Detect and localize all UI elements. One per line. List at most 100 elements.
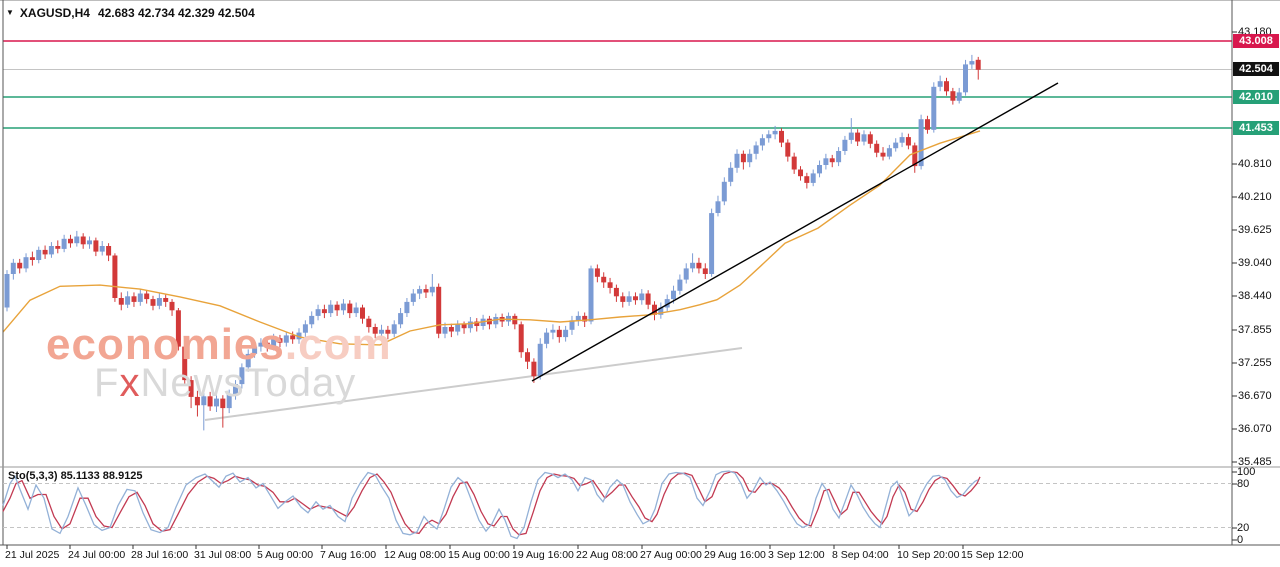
candle-body [340, 303, 346, 311]
chevron-down-icon[interactable]: ▼ [6, 8, 14, 17]
candle-body [239, 367, 245, 385]
candle-body [563, 329, 569, 338]
candle-body [448, 327, 454, 332]
moving-average-line[interactable] [2, 130, 981, 346]
candle-body [93, 240, 99, 252]
candle-body [372, 327, 378, 334]
candle-body [137, 293, 143, 302]
price-axis-label[interactable]: 37.855 [1238, 324, 1272, 336]
candle-body [829, 158, 835, 163]
candle-body [486, 318, 492, 325]
candle-body [423, 289, 429, 293]
candle-body [455, 324, 461, 332]
price-axis-label[interactable]: 38.440 [1238, 290, 1272, 302]
time-axis-label[interactable]: 12 Aug 08:00 [384, 549, 446, 561]
candle-body [283, 335, 289, 343]
candle-body [321, 309, 327, 314]
candle-body [531, 361, 537, 377]
time-axis-label[interactable]: 29 Aug 16:00 [704, 549, 766, 561]
time-axis-label[interactable]: 10 Sep 20:00 [897, 549, 960, 561]
stochastic-indicator-label: Sto(5,3,3) 85.1133 88.9125 [8, 470, 143, 482]
candle-body [867, 134, 873, 144]
candle-body [918, 119, 924, 167]
candle-body [950, 91, 956, 101]
price-axis-label[interactable]: 39.625 [1238, 224, 1272, 236]
price-axis-label[interactable]: 35.485 [1238, 456, 1272, 468]
candle-body [836, 151, 842, 163]
candle-body [87, 240, 92, 245]
candle-body [353, 307, 359, 314]
horizontal-level-lines[interactable] [3, 40, 1232, 129]
time-axis-label[interactable]: 7 Aug 16:00 [320, 549, 377, 561]
time-axis-label[interactable]: 21 Jul 2025 [5, 549, 60, 561]
time-axis-label[interactable]: 28 Jul 16:00 [131, 549, 189, 561]
time-axis-label[interactable]: 31 Jul 08:00 [194, 549, 252, 561]
candle-body [823, 158, 829, 165]
candle-body [886, 148, 892, 157]
candles [4, 54, 981, 431]
candle-body [785, 142, 791, 157]
price-axis-label[interactable]: 39.040 [1238, 257, 1272, 269]
candle-body [747, 153, 753, 163]
candle-body [791, 156, 797, 170]
sto-axis-label[interactable]: 20 [1237, 522, 1250, 534]
candle-body [944, 81, 949, 92]
black-rising-trendline[interactable] [531, 82, 1059, 382]
candle-body [467, 321, 473, 329]
candle-body [664, 299, 670, 308]
watermark-x-icon: x [119, 361, 141, 405]
candle-body [620, 296, 626, 302]
time-axis-label[interactable]: 24 Jul 00:00 [68, 549, 126, 561]
candle-body [779, 130, 784, 143]
candle-body [937, 81, 943, 87]
candle-body [360, 307, 365, 319]
time-axis-label[interactable]: 19 Aug 16:00 [512, 549, 574, 561]
candle-body [474, 321, 480, 326]
candle-body [690, 262, 696, 269]
candle-body [106, 246, 112, 256]
time-axis-label[interactable]: 3 Sep 12:00 [768, 549, 825, 561]
sto-main-line [2, 470, 979, 540]
candle-body [766, 134, 772, 139]
candle-body [48, 246, 54, 255]
candle-body [772, 130, 778, 135]
watermark-fxnewstoday: FxNewsToday [94, 361, 357, 405]
sto-axis-label[interactable]: 0 [1237, 534, 1244, 546]
candle-body [956, 92, 962, 101]
candle-body [252, 346, 258, 354]
candle-body [334, 304, 340, 311]
price-axis-label[interactable]: 37.255 [1238, 357, 1272, 369]
candle-body [258, 342, 264, 347]
candle-body [696, 262, 702, 269]
candle-body [613, 287, 619, 297]
time-axis-label[interactable]: 15 Sep 12:00 [961, 549, 1024, 561]
candle-body [963, 64, 968, 93]
candle-body [740, 153, 746, 163]
candle-body [194, 396, 200, 406]
time-axis-label[interactable]: 5 Aug 00:00 [257, 549, 314, 561]
candle-body [905, 137, 911, 146]
watermark-com: .com [284, 320, 392, 369]
stochastic-panel[interactable] [2, 470, 1232, 540]
candle-body [594, 268, 600, 277]
gray-support-trendline[interactable] [204, 347, 743, 421]
candle-body [925, 119, 930, 130]
price-axis-label[interactable]: 36.070 [1238, 423, 1272, 435]
sto-axis-label[interactable]: 80 [1237, 478, 1250, 490]
time-axis-label[interactable]: 27 Aug 00:00 [640, 549, 702, 561]
candle-body [55, 246, 61, 249]
time-axis-label[interactable]: 8 Sep 04:00 [832, 549, 889, 561]
candle-body [271, 338, 277, 347]
price-axis-label[interactable]: 40.810 [1238, 158, 1272, 170]
sto-axis-label[interactable]: 100 [1237, 466, 1256, 478]
price-axis-label[interactable]: 36.670 [1238, 390, 1272, 402]
candle-body [588, 268, 594, 322]
candle-body [626, 296, 632, 302]
time-axis-label[interactable]: 15 Aug 00:00 [448, 549, 510, 561]
candle-body [893, 142, 899, 149]
candle-body [315, 309, 321, 316]
time-axis-label[interactable]: 22 Aug 08:00 [576, 549, 638, 561]
price-axis-label[interactable]: 40.210 [1238, 191, 1272, 203]
